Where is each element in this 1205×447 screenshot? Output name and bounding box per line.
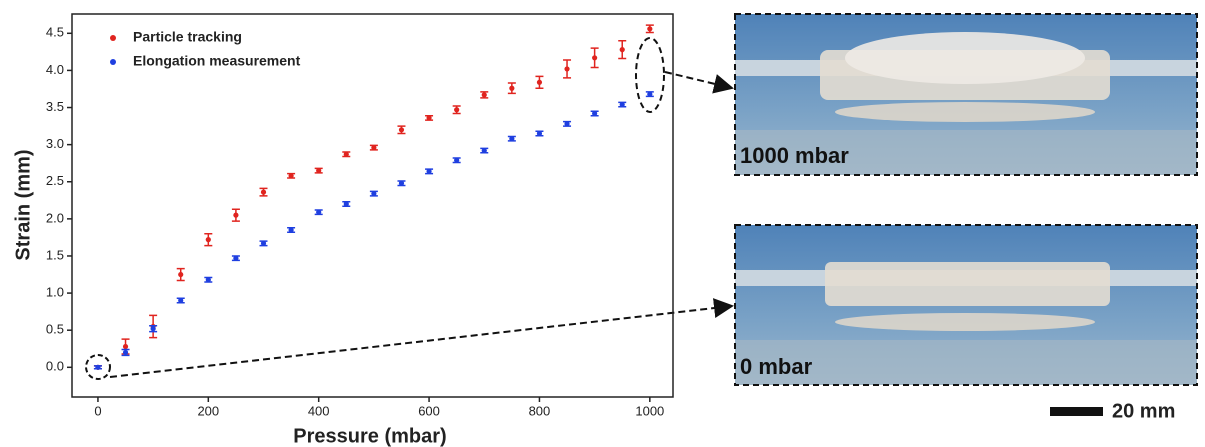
x-tick-label: 200 [197,403,219,418]
plot-frame [71,13,674,398]
photo-1000 [734,13,1198,176]
y-axis-title: Strain (mm) [12,149,34,260]
photo-label: 0 mbar [740,354,813,379]
y-tick-label: 0.5 [46,322,64,337]
marker [205,277,211,283]
marker [509,136,515,142]
marker [454,157,460,163]
marker [481,92,487,98]
scale-bar [1050,407,1103,416]
marker [260,189,267,195]
marker [509,85,515,91]
marker [398,127,405,133]
marker [454,107,460,113]
marker [619,101,625,108]
marker [260,240,267,246]
marker [371,145,377,151]
marker [592,110,598,117]
marker [178,297,184,304]
x-tick-label: 800 [529,403,551,418]
legend-marker [110,59,116,65]
marker [343,201,349,207]
arrow [664,71,734,94]
marker [288,173,294,179]
marker [426,115,432,121]
y-tick-label: 2.5 [46,173,64,188]
legend-marker [110,35,116,41]
marker [481,147,487,154]
marker [536,79,543,85]
marker [426,168,432,174]
y-tick-label: 3.5 [46,99,64,114]
marker [233,255,239,261]
marker [316,209,322,215]
marker [343,151,349,157]
marker [150,326,156,332]
marker [564,121,570,127]
marker [316,168,322,174]
x-axis-title: Pressure (mbar) [293,425,446,447]
callout [85,354,111,380]
legend-label: Particle tracking [133,29,242,45]
plot: 0 200 400 600 800 1000 0.0 0.5 1.0 1.5 2.0 2.5 3.0 3.… [46,13,674,418]
x-tick-label: 1000 [635,403,664,418]
marker [647,91,653,97]
scale-bar-label: 20 mm [1112,400,1175,422]
y-tick-label: 4.0 [46,62,64,77]
marker [398,180,405,186]
marker [647,26,653,32]
marker [178,271,184,278]
photo-0 [734,224,1198,386]
marker [592,55,598,61]
marker [371,191,377,197]
y-tick-label: 1.0 [46,285,64,300]
arrow [109,298,734,378]
y-tick-label: 4.5 [46,25,64,40]
y-tick-label: 0.0 [46,359,64,374]
marker [233,212,239,218]
marker [536,130,543,137]
photo-label: 1000 mbar [740,143,849,168]
marker [122,343,129,350]
legend-label: Elongation measurement [133,53,301,69]
marker [288,227,294,233]
callout [635,37,665,113]
x-tick-label: 400 [308,403,330,418]
marker [619,47,625,53]
y-tick-label: 3.0 [46,136,64,151]
marker [122,349,129,356]
y-tick-label: 2.0 [46,210,64,225]
y-tick-label: 1.5 [46,247,64,262]
x-tick-label: 0 [94,403,101,418]
marker [564,66,570,72]
marker [95,364,101,370]
x-tick-label: 600 [418,403,440,418]
marker [205,237,211,243]
